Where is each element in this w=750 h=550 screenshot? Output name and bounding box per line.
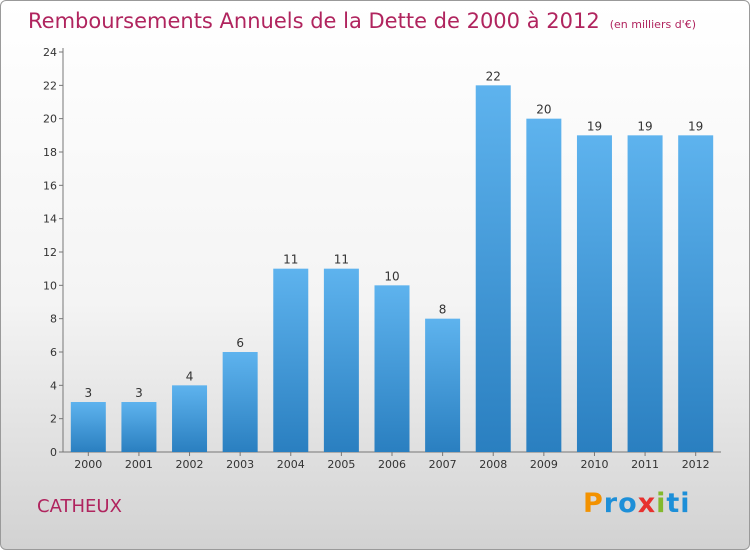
- bar-2012: [678, 135, 714, 453]
- bar-2007: [425, 318, 461, 452]
- value-label-2004: 11: [283, 253, 298, 267]
- x-tick-label-2004: 2004: [277, 458, 305, 471]
- bar-2008: [475, 85, 511, 452]
- chart-title: Remboursements Annuels de la Dette de 20…: [28, 9, 696, 33]
- value-label-2001: 3: [135, 386, 143, 400]
- x-tick-label-2010: 2010: [580, 458, 608, 471]
- labels: 2000 3 2001 3 2002 4 2003 6 2004 11 2005 11 2006 10 20…: [74, 69, 709, 471]
- x-tick-label-2001: 2001: [125, 458, 153, 471]
- logo-letter: i: [680, 488, 691, 519]
- unit-note: (en milliers d'€): [609, 18, 696, 31]
- y-tick-label: 24: [43, 46, 57, 59]
- y-tick-label: 14: [43, 213, 57, 226]
- y-tick-label: 10: [43, 279, 57, 292]
- value-label-2003: 6: [236, 336, 244, 350]
- y-tick-label: 18: [43, 146, 57, 159]
- logo-letter: P: [583, 488, 604, 519]
- bars: [70, 85, 714, 453]
- value-label-2000: 3: [84, 386, 92, 400]
- value-label-2008: 22: [486, 69, 501, 83]
- bar-2009: [526, 118, 562, 453]
- bar-2006: [374, 285, 410, 452]
- y-tick-label: 0: [50, 446, 57, 459]
- y-tick-label: 4: [50, 379, 57, 392]
- proxiti-logo: Proxiti: [583, 488, 691, 519]
- x-tick-label-2007: 2007: [429, 458, 457, 471]
- y-tick-label: 8: [50, 313, 57, 326]
- x-tick-label-2009: 2009: [530, 458, 558, 471]
- x-tick-label-2012: 2012: [682, 458, 710, 471]
- value-label-2005: 11: [334, 253, 349, 267]
- bar-2010: [576, 135, 612, 453]
- x-tick-label-2011: 2011: [631, 458, 659, 471]
- value-label-2002: 4: [186, 369, 194, 383]
- logo-letter: i: [656, 488, 667, 519]
- x-tick-label-2006: 2006: [378, 458, 406, 471]
- chart-title-text: Remboursements Annuels de la Dette de 20…: [28, 9, 600, 33]
- logo-letter: r: [603, 488, 619, 519]
- y-tick-label: 2: [50, 413, 57, 426]
- x-tick-label-2003: 2003: [226, 458, 254, 471]
- bar-2004: [273, 268, 309, 452]
- bar-2002: [172, 385, 208, 452]
- x-tick-label-2008: 2008: [479, 458, 507, 471]
- bar-2011: [627, 135, 663, 453]
- value-label-2007: 8: [439, 303, 447, 317]
- bar-2001: [121, 402, 157, 452]
- bar-2000: [70, 402, 106, 452]
- value-label-2011: 19: [637, 119, 652, 133]
- x-tick-label-2000: 2000: [74, 458, 102, 471]
- logo-letter: t: [666, 488, 681, 519]
- logo-letter: x: [637, 488, 657, 519]
- value-label-2006: 10: [384, 269, 399, 283]
- x-tick-label-2005: 2005: [327, 458, 355, 471]
- y-tick-label: 16: [43, 179, 57, 192]
- y-tick-label: 6: [50, 346, 57, 359]
- value-label-2012: 19: [688, 119, 703, 133]
- value-label-2009: 20: [536, 103, 551, 117]
- y-tick-label: 20: [43, 113, 57, 126]
- bar-2003: [222, 352, 258, 452]
- value-label-2010: 19: [587, 119, 602, 133]
- logo-letter: o: [618, 488, 638, 519]
- y-tick-label: 22: [43, 79, 57, 92]
- y-tick-label: 12: [43, 246, 57, 259]
- bar-2005: [323, 268, 359, 452]
- commune-name: CATHEUX: [37, 496, 122, 517]
- x-tick-label-2002: 2002: [176, 458, 204, 471]
